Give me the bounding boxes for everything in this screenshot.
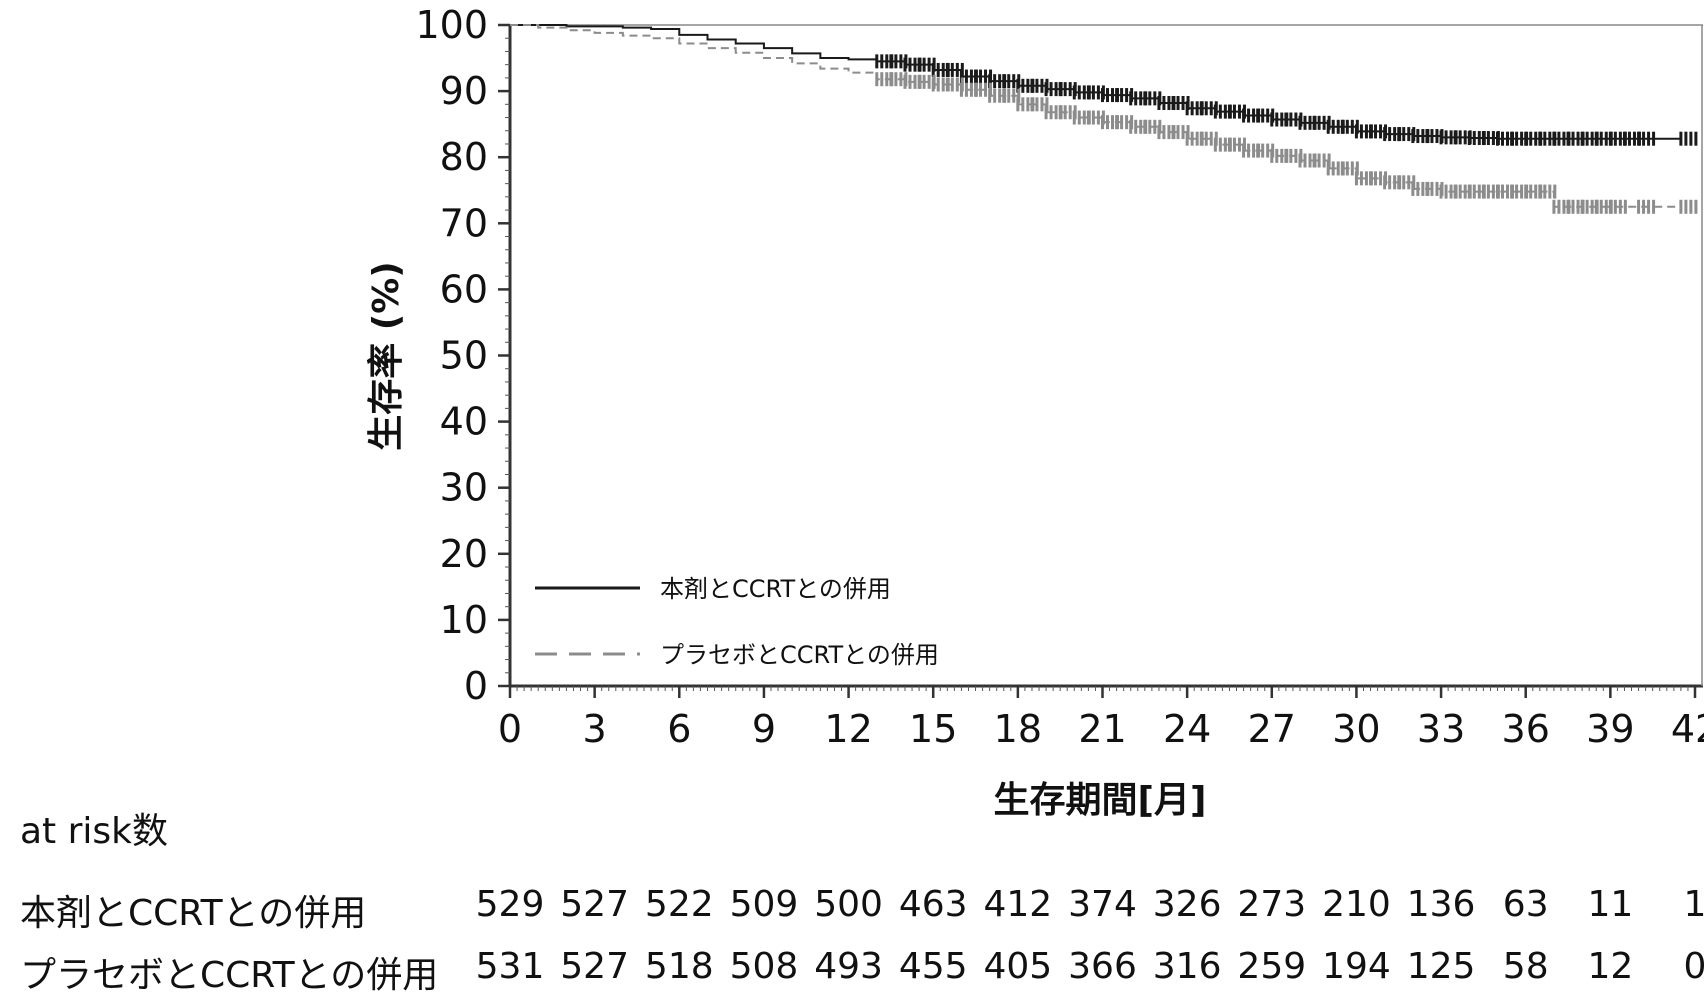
risk-value: 12 (1587, 946, 1634, 987)
x-tick-label: 21 (1078, 707, 1126, 751)
x-tick-label: 12 (824, 707, 872, 751)
y-tick-label: 20 (440, 532, 488, 576)
x-tick-label: 24 (1163, 707, 1211, 751)
risk-value: 259 (1237, 946, 1307, 987)
y-tick-label: 70 (440, 201, 488, 245)
x-axis-label: 生存期間[月] (994, 780, 1207, 821)
risk-value: 366 (1068, 946, 1137, 987)
x-tick-label: 0 (498, 707, 522, 751)
risk-row-label: 本剤とCCRTとの併用 (20, 893, 367, 934)
y-axis-label: 生存率 (%) (366, 261, 407, 451)
risk-value: 527 (560, 946, 629, 987)
risk-value: 455 (898, 946, 968, 987)
risk-value: 405 (983, 946, 1053, 987)
risk-value: 509 (729, 884, 799, 925)
risk-row-label: プラセボとCCRTとの併用 (20, 955, 439, 996)
series-line-0 (510, 24, 1681, 140)
risk-value: 58 (1502, 946, 1549, 987)
risk-value: 518 (644, 946, 714, 987)
risk-value: 63 (1502, 884, 1549, 925)
y-tick-label: 90 (440, 69, 488, 113)
risk-value: 194 (1322, 946, 1391, 987)
y-tick-label: 0 (464, 664, 488, 708)
x-tick-label: 42 (1671, 707, 1704, 751)
risk-value: 508 (729, 946, 799, 987)
risk-value: 412 (983, 884, 1053, 925)
risk-value: 463 (898, 884, 968, 925)
y-tick-label: 40 (440, 400, 488, 444)
y-tick-label: 60 (440, 267, 488, 311)
y-tick-label: 50 (440, 334, 488, 378)
x-tick-label: 36 (1502, 707, 1550, 751)
x-tick-label: 33 (1417, 707, 1465, 751)
risk-value: 527 (560, 884, 629, 925)
x-tick-label: 30 (1332, 707, 1380, 751)
x-tick-label: 18 (994, 707, 1042, 751)
risk-value: 0 (1683, 946, 1704, 987)
legend-label-1: プラセボとCCRTとの併用 (660, 641, 939, 669)
y-tick-label: 100 (415, 3, 488, 47)
y-tick-label: 10 (440, 598, 488, 642)
risk-value: 316 (1152, 946, 1222, 987)
x-tick-label: 27 (1248, 707, 1296, 751)
risk-value: 493 (814, 946, 883, 987)
x-tick-label: 9 (752, 707, 776, 751)
risk-value: 11 (1587, 884, 1634, 925)
x-tick-label: 39 (1586, 707, 1634, 751)
x-tick-label: 15 (909, 707, 957, 751)
plot-area (510, 24, 1698, 214)
risk-value: 273 (1237, 884, 1307, 925)
risk-value: 374 (1068, 884, 1137, 925)
risk-value: 529 (475, 884, 545, 925)
risk-value: 326 (1152, 884, 1222, 925)
risk-value: 136 (1406, 884, 1476, 925)
risk-value: 210 (1322, 884, 1391, 925)
risk-value: 125 (1406, 946, 1476, 987)
risk-value: 500 (814, 884, 883, 925)
x-tick-label: 6 (667, 707, 691, 751)
risk-value: 522 (644, 884, 714, 925)
risk-value: 1 (1683, 884, 1704, 925)
y-tick-label: 30 (440, 466, 488, 510)
series-line-1 (510, 24, 1681, 208)
legend-label-0: 本剤とCCRTとの併用 (660, 575, 891, 603)
risk-value: 531 (475, 946, 545, 987)
risk-table-title: at risk数 (20, 811, 169, 852)
y-tick-label: 80 (440, 135, 488, 179)
x-tick-label: 3 (583, 707, 607, 751)
